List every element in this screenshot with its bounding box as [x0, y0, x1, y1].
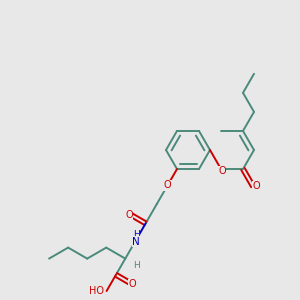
Text: O: O [125, 210, 133, 220]
Text: HO: HO [88, 286, 104, 296]
Text: O: O [164, 180, 172, 190]
Text: H: H [134, 261, 140, 270]
Text: O: O [218, 166, 226, 176]
Text: O: O [252, 181, 260, 191]
Text: H: H [133, 230, 140, 239]
Text: N: N [132, 236, 140, 247]
Text: O: O [129, 280, 136, 290]
